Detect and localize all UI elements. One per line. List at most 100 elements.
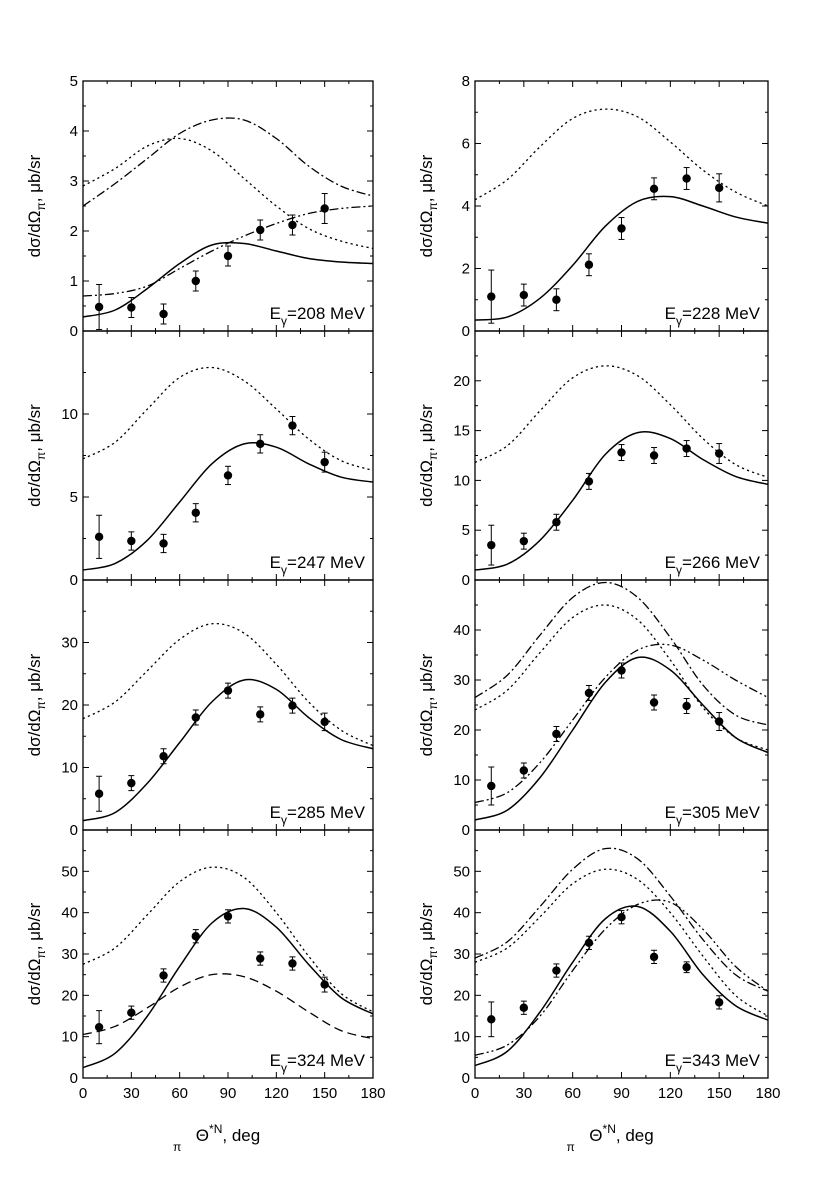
x-axis-title-left: Θ*N, deg (196, 1122, 260, 1145)
marker (191, 508, 200, 517)
y-tick-label: 10 (453, 772, 470, 789)
data-point (320, 451, 329, 473)
y-tick-label: 5 (70, 489, 78, 506)
marker (94, 302, 104, 312)
y-tick-label: 4 (70, 123, 78, 140)
marker (223, 912, 233, 921)
data-point (519, 532, 529, 550)
curve-solid (475, 431, 768, 571)
data-point (288, 956, 297, 971)
marker (714, 449, 724, 458)
marker (584, 260, 594, 269)
marker (649, 952, 659, 962)
x-tick-label: 0 (79, 1085, 87, 1102)
data-point (256, 706, 265, 723)
curve-solid (83, 442, 373, 571)
marker (159, 752, 168, 761)
energy-label: Eγ=343 MeV (665, 1051, 761, 1075)
marker (256, 710, 265, 719)
energy-label: Eγ=208 MeV (270, 304, 366, 328)
data-point (649, 949, 659, 965)
energy-symbol: E (665, 803, 676, 822)
marker (288, 701, 297, 710)
panel-frame (474, 579, 769, 831)
y-tick-label: 3 (70, 173, 78, 190)
panel-4: 0 5 10 15 20 Eγ=266 MeV dσ/dΩπ, μb/sr (417, 330, 769, 589)
marker (94, 532, 104, 542)
y-tick-label: 20 (453, 987, 470, 1004)
y-title-sub: π (34, 701, 48, 709)
y-tick-label: 50 (61, 863, 78, 880)
curve-solid (475, 195, 768, 321)
y-title-main: dσ/dΩ (25, 959, 44, 1006)
y-title-sub: π (426, 701, 440, 709)
marker (94, 789, 104, 798)
y-tick-label: 10 (453, 1029, 470, 1046)
marker (487, 1015, 496, 1024)
y-tick-label: 10 (61, 406, 78, 423)
y-axis-title: dσ/dΩπ, μb/sr (25, 154, 48, 257)
y-tick-label: 0 (70, 822, 78, 839)
data-point (159, 748, 168, 765)
data-points (487, 662, 724, 806)
marker (127, 536, 136, 546)
marker (714, 998, 724, 1007)
marker (487, 540, 496, 550)
y-title-units: , μb/sr (25, 653, 44, 701)
curve-dotted (475, 365, 768, 479)
panel-2: 0 2 4 6 8 Eγ=228 MeV dσ/dΩπ, μb/sr (417, 73, 769, 340)
energy-symbol: E (270, 803, 281, 822)
energy-value: =285 MeV (287, 803, 366, 822)
marker (519, 766, 529, 775)
data-point (127, 775, 136, 792)
x-tick-label: 90 (220, 1085, 237, 1102)
data-point (682, 440, 691, 457)
marker (552, 518, 561, 527)
theory-curves (475, 581, 768, 821)
y-tick-label: 40 (61, 905, 78, 922)
energy-value: =324 MeV (287, 1051, 366, 1070)
data-point (519, 762, 529, 779)
y-axis-title: dσ/dΩπ, μb/sr (417, 902, 440, 1005)
data-points (94, 415, 329, 559)
energy-label: Eγ=285 MeV (270, 803, 366, 827)
y-tick-label: 50 (453, 863, 470, 880)
y-tick-label: 10 (453, 472, 470, 489)
data-point (159, 968, 168, 983)
marker (649, 451, 659, 460)
y-axis-title: dσ/dΩπ, μb/sr (417, 404, 440, 507)
y-title-sub: π (34, 202, 48, 210)
energy-symbol: E (665, 304, 676, 323)
marker (159, 971, 168, 980)
data-point (487, 524, 496, 566)
marker (584, 688, 594, 698)
y-tick-label: 2 (70, 223, 78, 240)
x-title-units: , deg (616, 1126, 654, 1145)
data-point (191, 709, 200, 726)
x-axis-title-right: Θ*N, deg (589, 1122, 653, 1145)
energy-value: =305 MeV (682, 803, 761, 822)
y-tick-label: 0 (462, 1070, 470, 1087)
curve-dash-dot (83, 117, 373, 207)
data-point (649, 447, 659, 464)
y-title-units: , μb/sr (417, 902, 436, 950)
y-title-main: dσ/dΩ (25, 710, 44, 757)
data-point (584, 472, 594, 490)
data-point (714, 995, 724, 1010)
x-tick-label: 90 (613, 1085, 630, 1102)
energy-subscript: γ (676, 314, 682, 328)
panel-6: 0 10 20 30 40 Eγ=305 MeV dσ/dΩπ, μb/sr (417, 579, 769, 839)
data-point (256, 434, 265, 454)
y-tick-label: 20 (453, 722, 470, 739)
curve-solid (83, 907, 373, 1069)
energy-symbol: E (270, 304, 281, 323)
data-points (94, 909, 329, 1045)
energy-subscript: γ (281, 314, 287, 328)
marker (256, 954, 265, 963)
data-point (94, 284, 104, 330)
data-point (519, 1000, 529, 1015)
y-title-main: dσ/dΩ (25, 460, 44, 507)
energy-subscript: γ (676, 813, 682, 827)
marker (320, 204, 329, 213)
y-tick-label: 5 (462, 522, 470, 539)
